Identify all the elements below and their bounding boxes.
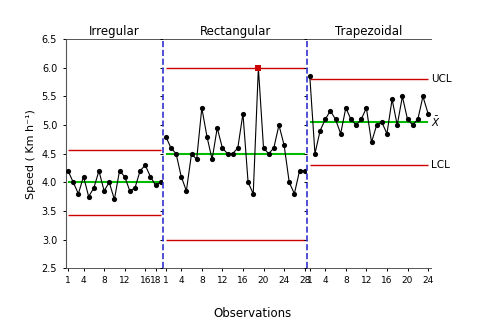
Point xyxy=(120,174,129,179)
Point xyxy=(239,111,247,116)
Point xyxy=(90,185,98,191)
Point xyxy=(110,197,118,202)
Point xyxy=(367,140,375,145)
Point xyxy=(378,120,386,125)
Point xyxy=(203,134,211,139)
Point xyxy=(136,168,144,173)
Point xyxy=(414,117,422,122)
Point xyxy=(327,108,335,113)
Point xyxy=(198,105,206,111)
Text: LCL: LCL xyxy=(431,160,450,170)
Point xyxy=(398,94,406,99)
Point xyxy=(404,117,412,122)
Point xyxy=(218,146,226,151)
Text: UCL: UCL xyxy=(431,74,452,84)
Point xyxy=(152,182,160,188)
Point xyxy=(126,188,134,194)
Point xyxy=(249,191,257,196)
Text: $\bar{X}$: $\bar{X}$ xyxy=(431,115,441,129)
Point xyxy=(177,174,185,179)
Point xyxy=(80,174,88,179)
Point xyxy=(352,122,360,128)
Point xyxy=(300,168,308,173)
Point xyxy=(213,125,221,130)
Point xyxy=(234,146,242,151)
Point xyxy=(337,131,345,136)
Point xyxy=(295,168,303,173)
Point xyxy=(141,163,149,168)
Point xyxy=(100,188,108,194)
Point xyxy=(162,134,170,139)
Point xyxy=(362,105,370,111)
Point xyxy=(75,191,83,196)
Point xyxy=(85,194,93,199)
Point xyxy=(280,143,288,148)
Point xyxy=(146,174,154,179)
Point xyxy=(383,131,391,136)
Title: Trapezoidal: Trapezoidal xyxy=(335,25,403,38)
Point xyxy=(182,188,191,194)
Point xyxy=(131,185,139,191)
Point xyxy=(193,157,201,162)
Point xyxy=(393,122,401,128)
Point xyxy=(69,180,77,185)
Point xyxy=(347,117,355,122)
Point xyxy=(332,117,340,122)
Point xyxy=(255,65,263,71)
Point xyxy=(64,168,72,173)
Point xyxy=(208,157,216,162)
Point xyxy=(316,128,324,133)
Point xyxy=(285,180,293,185)
Point xyxy=(105,180,113,185)
Point xyxy=(275,122,283,128)
Y-axis label: Speed ( Km h⁻¹): Speed ( Km h⁻¹) xyxy=(26,109,36,198)
Point xyxy=(424,111,432,116)
Point xyxy=(419,94,427,99)
Point xyxy=(306,74,314,79)
Point xyxy=(167,146,175,151)
Point xyxy=(115,168,123,173)
Point xyxy=(244,180,252,185)
Point xyxy=(357,117,365,122)
Point xyxy=(95,168,103,173)
Title: Irregular: Irregular xyxy=(89,25,140,38)
Point xyxy=(321,117,329,122)
Point xyxy=(372,122,381,128)
Point xyxy=(229,151,237,156)
Point xyxy=(311,151,319,156)
Point xyxy=(342,105,350,111)
Point xyxy=(409,122,417,128)
Title: Rectangular: Rectangular xyxy=(200,25,271,38)
Point xyxy=(157,180,165,185)
Point xyxy=(290,191,298,196)
Point xyxy=(223,151,231,156)
Text: Observations: Observations xyxy=(213,307,291,320)
Point xyxy=(187,151,196,156)
Point xyxy=(388,97,396,102)
Point xyxy=(265,151,273,156)
Point xyxy=(172,151,180,156)
Point xyxy=(270,146,278,151)
Point xyxy=(260,146,268,151)
